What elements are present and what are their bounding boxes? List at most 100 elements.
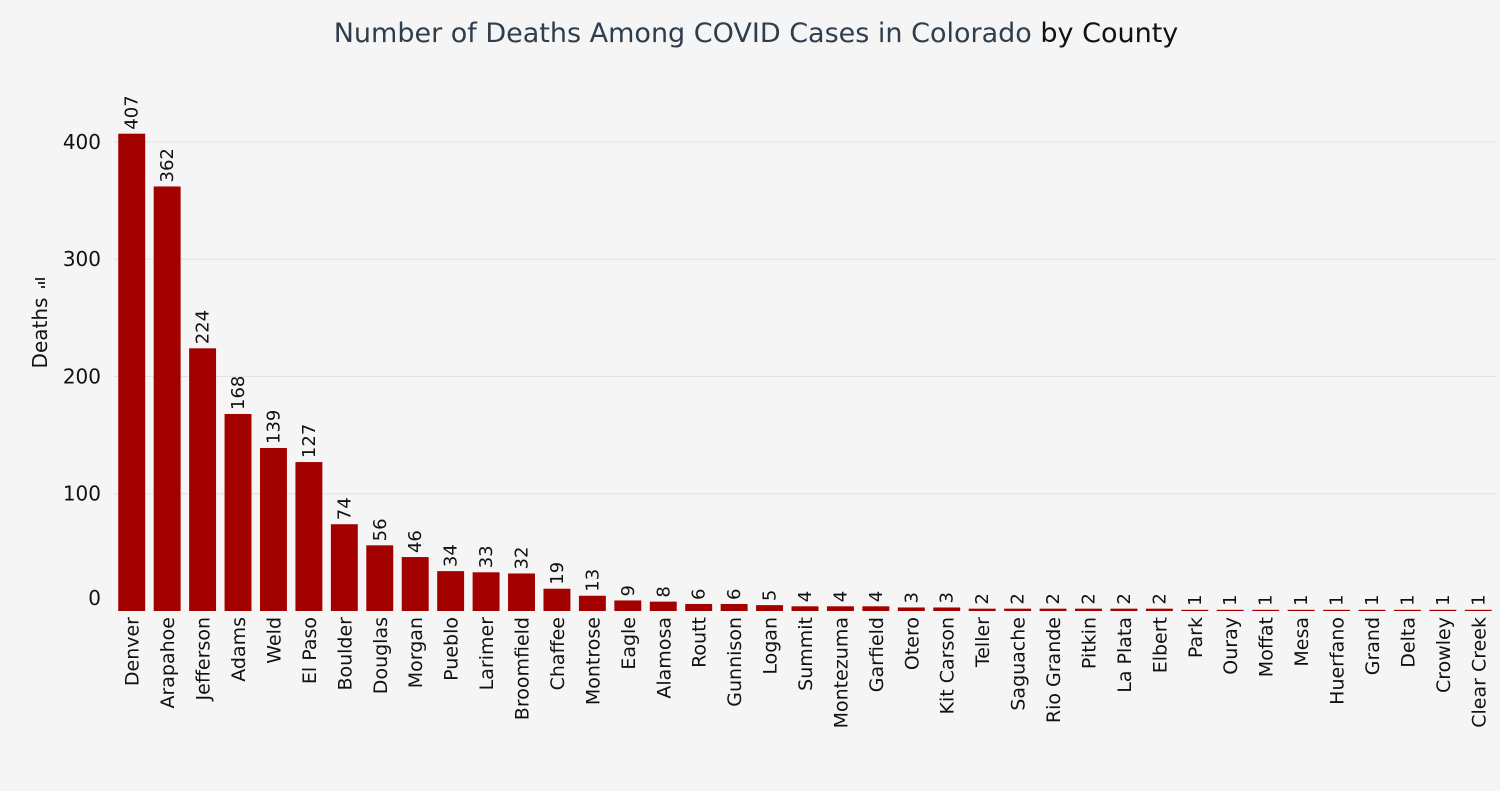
bar[interactable]: [1145, 608, 1173, 611]
bar[interactable]: [401, 557, 429, 611]
data-label: 224: [193, 310, 214, 344]
data-label: 1: [1397, 594, 1418, 605]
bar[interactable]: [224, 413, 252, 611]
data-label: 19: [547, 562, 568, 585]
bar[interactable]: [1358, 609, 1386, 611]
bar[interactable]: [791, 606, 819, 611]
data-label: 34: [441, 544, 462, 567]
bar[interactable]: [508, 573, 535, 611]
bar[interactable]: [862, 606, 890, 611]
x-tick-label: Clear Creek: [1468, 617, 1490, 728]
sort-icon[interactable]: [35, 278, 45, 288]
x-tick-label: Otero: [901, 617, 923, 670]
bar[interactable]: [366, 545, 394, 611]
x-tick-label: Boulder: [334, 617, 356, 691]
x-tick-label: Pitkin: [1078, 617, 1100, 669]
data-label: 139: [263, 410, 284, 444]
bar[interactable]: [826, 606, 854, 611]
bar[interactable]: [543, 588, 571, 611]
x-tick-label: Adams: [228, 617, 250, 682]
data-label: 2: [1008, 593, 1029, 604]
chart-title-suffix: by County: [1040, 18, 1179, 49]
bar-layer: [118, 133, 1492, 612]
bar[interactable]: [472, 572, 500, 611]
x-tick-label: Broomfield: [512, 617, 534, 720]
x-tick-label: Grand: [1362, 617, 1384, 675]
y-tick-label: 0: [88, 586, 101, 610]
data-label: 8: [653, 586, 674, 597]
data-label: 3: [901, 592, 922, 603]
bar[interactable]: [1075, 608, 1102, 611]
bar[interactable]: [1181, 609, 1209, 611]
bar[interactable]: [1004, 608, 1032, 611]
bar[interactable]: [968, 608, 996, 611]
data-label: 33: [476, 545, 497, 568]
bar[interactable]: [1252, 609, 1280, 611]
data-label: 4: [866, 591, 887, 602]
x-tick-label: Huerfano: [1327, 617, 1349, 705]
data-label: 127: [299, 424, 320, 458]
y-axis-label: Deaths: [28, 298, 52, 369]
data-label: 168: [228, 376, 249, 410]
x-tick-label: Park: [1185, 617, 1207, 658]
bar[interactable]: [1393, 609, 1421, 611]
x-tick-label: Arapahoe: [157, 617, 179, 709]
data-label: 4: [830, 591, 851, 602]
bar[interactable]: [437, 571, 465, 611]
axis-layer: 0 100 200 300 400 Deaths: [28, 130, 101, 610]
bar[interactable]: [259, 447, 287, 611]
bar[interactable]: [685, 603, 713, 611]
x-tick-label: Pueblo: [441, 617, 463, 681]
bar[interactable]: [330, 524, 358, 611]
data-label: 1: [1327, 594, 1348, 605]
bar[interactable]: [578, 595, 606, 611]
data-label: 407: [122, 95, 143, 129]
label-layer: 407Denver362Arapahoe224Jefferson168Adams…: [122, 95, 1491, 728]
bar[interactable]: [720, 603, 748, 611]
x-tick-label: Routt: [689, 617, 711, 668]
bar[interactable]: [1464, 609, 1492, 611]
data-label: 5: [760, 590, 781, 601]
bar[interactable]: [1110, 608, 1138, 611]
bar[interactable]: [933, 607, 961, 611]
x-tick-label: Douglas: [370, 617, 392, 694]
data-label: 1: [1185, 594, 1206, 605]
x-tick-label: Teller: [972, 617, 994, 668]
data-label: 2: [1043, 593, 1064, 604]
bar[interactable]: [1216, 609, 1244, 611]
y-tick-label: 400: [63, 130, 101, 154]
x-tick-label: Mesa: [1291, 617, 1313, 667]
data-label: 1: [1433, 594, 1454, 605]
bar[interactable]: [295, 462, 323, 611]
data-label: 1: [1468, 594, 1489, 605]
data-label: 32: [512, 547, 533, 570]
x-tick-label: Garfield: [866, 617, 888, 692]
x-tick-label: El Paso: [299, 617, 321, 684]
data-label: 362: [157, 148, 178, 182]
bar[interactable]: [897, 607, 925, 611]
bar[interactable]: [1323, 609, 1351, 611]
x-tick-label: Ouray: [1220, 617, 1242, 675]
data-label: 1: [1291, 594, 1312, 605]
data-label: 56: [370, 518, 391, 541]
x-tick-label: Elbert: [1149, 617, 1171, 673]
x-tick-label: Logan: [760, 617, 782, 675]
data-label: 6: [689, 589, 710, 600]
bar[interactable]: [118, 133, 146, 611]
data-label: 6: [724, 589, 745, 600]
data-label: 46: [405, 530, 426, 553]
bar[interactable]: [614, 600, 642, 611]
bar[interactable]: [1039, 608, 1067, 611]
x-tick-label: Jefferson: [193, 617, 215, 701]
bar[interactable]: [649, 601, 677, 611]
bar[interactable]: [756, 605, 784, 611]
bar[interactable]: [153, 186, 181, 612]
bar[interactable]: [1287, 609, 1315, 611]
bar[interactable]: [1429, 609, 1457, 611]
data-label: 13: [582, 569, 603, 592]
bar[interactable]: [189, 348, 217, 611]
data-label: 3: [937, 592, 958, 603]
x-tick-label: Chaffee: [547, 617, 569, 690]
